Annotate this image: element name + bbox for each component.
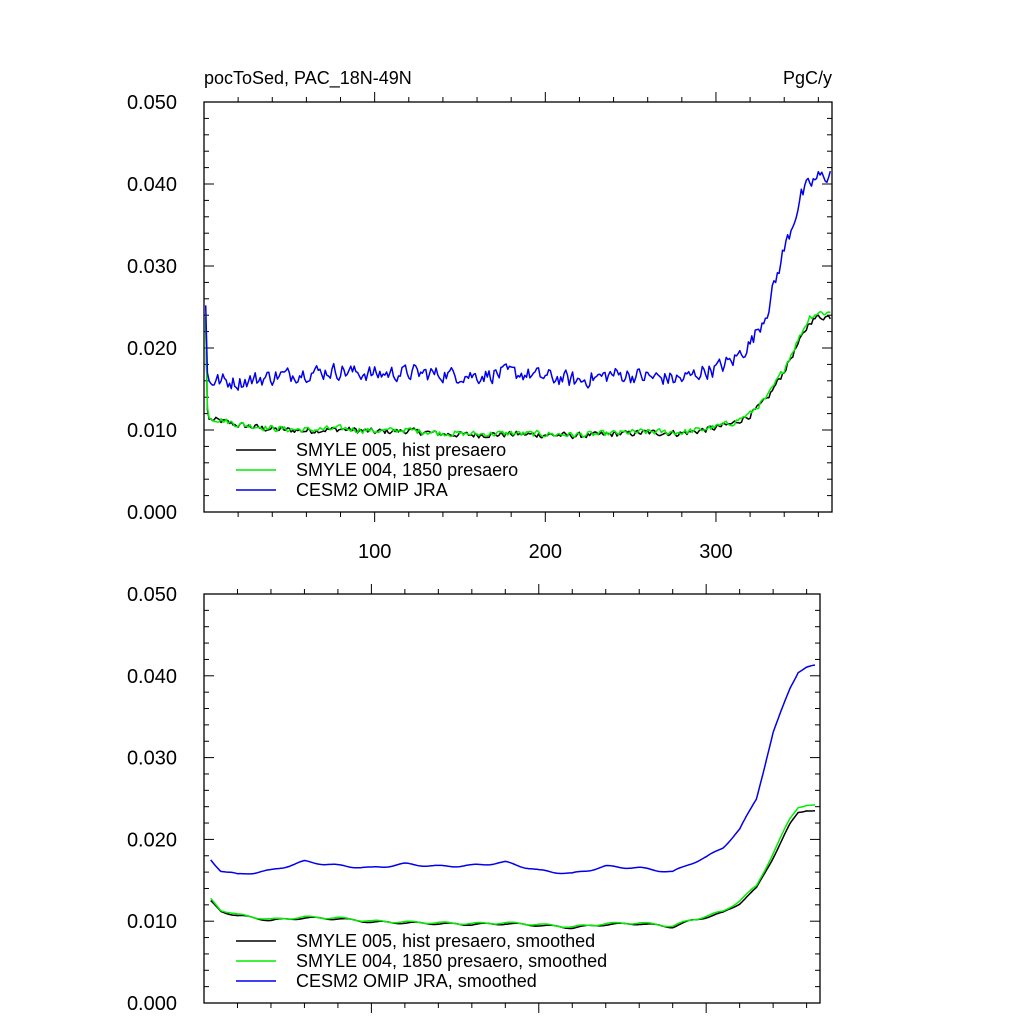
plot-frame: [203, 101, 833, 513]
x-tick-label: 200: [529, 541, 562, 563]
legend-label: SMYLE 004, 1850 presaero, smoothed: [296, 951, 607, 971]
legend-label: SMYLE 004, 1850 presaero: [296, 460, 518, 480]
series-line-2: [204, 310, 831, 438]
y-tick-label: 0.020: [127, 829, 177, 851]
series-line-1: [210, 809, 816, 930]
plot-frame: [203, 593, 821, 1004]
top-panel: 0.000 0.010 0.020 0.030 0.040 0.050 100 200 300 S…: [127, 92, 833, 563]
y-tick-label: 0.010: [127, 420, 177, 442]
x-tick-label: 100: [358, 541, 391, 563]
legend-label: CESM2 OMIP JRA: [296, 480, 448, 500]
y-tick-label: 0.030: [127, 748, 177, 770]
series-line-3: [204, 170, 832, 391]
legend-label: CESM2 OMIP JRA, smoothed: [296, 971, 537, 991]
y-tick-label: 0.010: [127, 911, 177, 933]
bottom-panel: 0.000 0.010 0.020 0.030 0.040 0.050 SMYLE 005,…: [127, 584, 821, 1015]
y-tick-label: 0.030: [127, 256, 177, 278]
y-tick-label: 0.000: [127, 993, 177, 1015]
y-tick-label: 0.000: [127, 502, 177, 524]
y-tick-label: 0.040: [127, 174, 177, 196]
chart-title: pocToSed, PAC_18N-49N: [204, 68, 412, 89]
y-tick-label: 0.040: [127, 666, 177, 688]
y-tick-label: 0.050: [127, 584, 177, 606]
series-line-3: [210, 664, 816, 875]
legend-label: SMYLE 005, hist presaero, smoothed: [296, 931, 595, 951]
y-tick-label: 0.020: [127, 338, 177, 360]
y-tick-label: 0.050: [127, 92, 177, 114]
x-tick-label: 300: [699, 541, 732, 563]
units-label: PgC/y: [783, 68, 832, 88]
legend-label: SMYLE 005, hist presaero: [296, 440, 506, 460]
series-line-2: [210, 804, 815, 929]
